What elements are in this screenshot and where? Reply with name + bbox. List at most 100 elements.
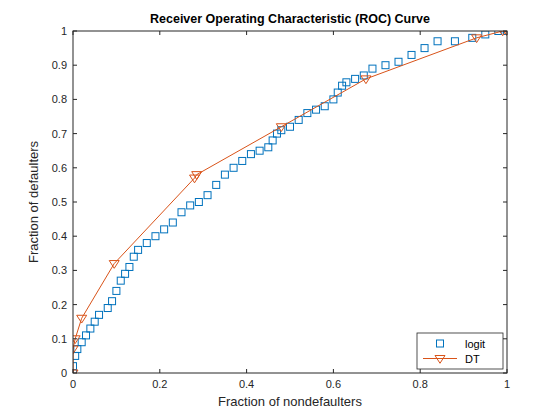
x-tick (159, 31, 160, 35)
legend-marker (435, 356, 445, 364)
y-tick-label: 1 (61, 25, 67, 37)
y-tick-label: 0.4 (52, 230, 67, 242)
x-tick (333, 31, 334, 35)
data-point (230, 164, 237, 171)
data-point (73, 363, 77, 370)
data-point (369, 65, 376, 72)
data-point (451, 38, 458, 45)
data-point (265, 144, 272, 151)
y-axis-label: Fraction of defaulters (26, 140, 41, 263)
data-point (77, 315, 87, 323)
y-tick (73, 31, 77, 32)
data-point (73, 336, 80, 344)
x-tick-label: 0.2 (152, 378, 167, 390)
data-point (192, 172, 202, 180)
y-tick-label: 0.9 (52, 59, 67, 71)
data-point (169, 219, 176, 226)
data-point (152, 233, 159, 240)
axes-box (73, 31, 507, 373)
data-point (382, 62, 389, 69)
title: Receiver Operating Characteristic (ROC) … (150, 12, 430, 26)
x-tick-label: 1 (504, 378, 510, 390)
x-tick (333, 369, 334, 373)
y-tick (73, 236, 77, 237)
x-tick (73, 31, 74, 35)
x-tick (507, 31, 508, 35)
data-point (247, 151, 254, 158)
data-point (434, 38, 441, 45)
x-tick (159, 369, 160, 373)
y-tick (503, 270, 507, 271)
data-point (502, 31, 507, 36)
y-tick (503, 167, 507, 168)
legend-line (423, 358, 457, 359)
y-tick (503, 99, 507, 100)
data-point (221, 171, 228, 178)
data-point (178, 209, 185, 216)
data-point (352, 75, 359, 82)
y-tick (503, 133, 507, 134)
y-tick (73, 304, 77, 305)
x-tick (507, 369, 508, 373)
series-line (73, 31, 507, 373)
legend-box (417, 333, 503, 369)
data-point (361, 76, 371, 84)
data-point (421, 45, 428, 52)
legend-marker (437, 340, 444, 347)
legend-label: logit (465, 338, 485, 350)
data-point (104, 305, 111, 312)
data-point (472, 35, 482, 43)
y-tick (73, 99, 77, 100)
data-point (204, 192, 211, 199)
y-tick (73, 167, 77, 168)
data-point (395, 58, 402, 65)
data-point (143, 240, 150, 247)
data-point (343, 79, 350, 86)
x-tick-label: 0 (70, 378, 76, 390)
data-point (135, 246, 142, 253)
background (0, 0, 560, 420)
y-tick-label: 0.1 (52, 333, 67, 345)
data-point (73, 352, 79, 359)
y-tick (503, 202, 507, 203)
data-point (195, 199, 202, 206)
plot-area (73, 31, 507, 373)
y-tick (73, 65, 77, 66)
x-tick (420, 369, 421, 373)
data-point (91, 318, 98, 325)
x-tick-label: 0.6 (326, 378, 341, 390)
legend-label: DT (465, 353, 480, 365)
y-tick-label: 0.6 (52, 162, 67, 174)
y-tick (503, 338, 507, 339)
y-tick-label: 0.3 (52, 264, 67, 276)
data-point (83, 332, 90, 339)
y-tick (73, 373, 77, 374)
data-point (239, 157, 246, 164)
data-point (287, 123, 294, 130)
data-point (269, 137, 276, 144)
data-point (213, 181, 220, 188)
data-point (130, 253, 137, 260)
y-tick (73, 338, 77, 339)
x-axis-label: Fraction of nondefaulters (218, 394, 362, 409)
y-tick-label: 0 (61, 367, 67, 379)
y-tick (503, 373, 507, 374)
data-group (73, 31, 507, 373)
y-tick (73, 202, 77, 203)
x-tick (246, 369, 247, 373)
chart: 00.20.40.60.8100.10.20.30.40.50.60.70.80… (0, 0, 560, 420)
data-point (78, 339, 85, 346)
y-tick (503, 31, 507, 32)
x-tick (73, 369, 74, 373)
y-tick-label: 0.7 (52, 128, 67, 140)
x-tick-label: 0.8 (413, 378, 428, 390)
data-point (109, 261, 119, 269)
data-point (161, 226, 168, 233)
y-tick (503, 236, 507, 237)
data-point (187, 202, 194, 209)
data-point (256, 147, 263, 154)
data-point (96, 311, 103, 318)
data-point (126, 263, 133, 270)
y-tick (73, 133, 77, 134)
y-tick-label: 0.8 (52, 93, 67, 105)
